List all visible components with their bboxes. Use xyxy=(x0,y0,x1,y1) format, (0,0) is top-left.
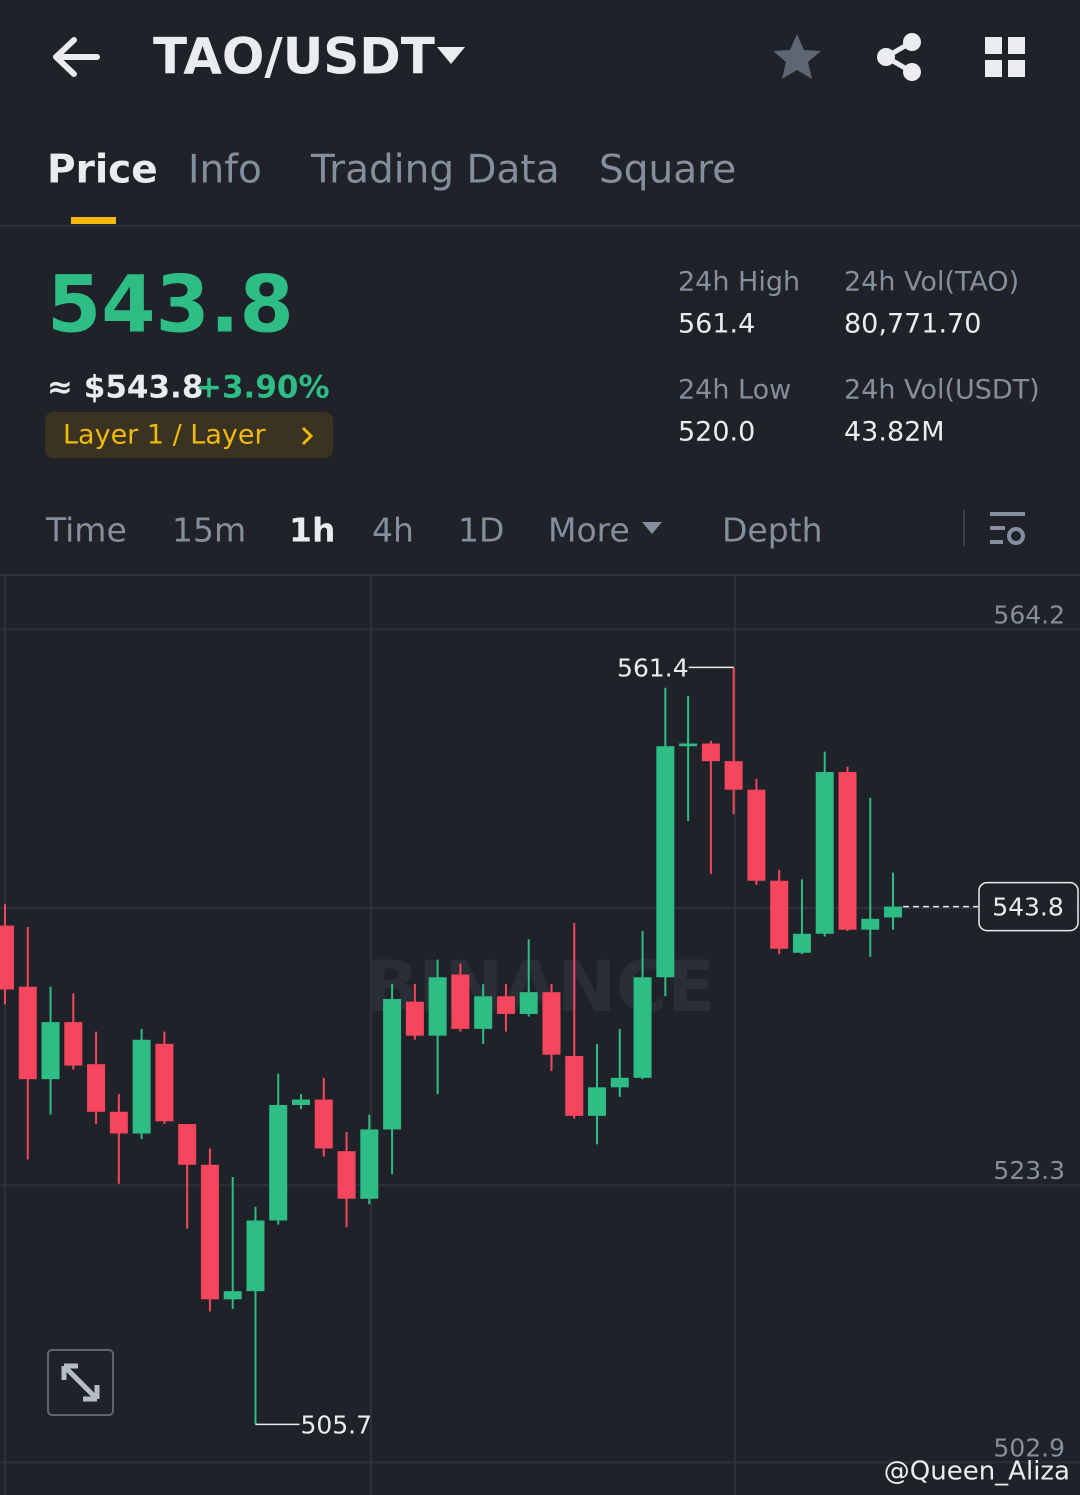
interval-tab[interactable]: 1h xyxy=(289,511,335,550)
interval-tab[interactable]: 15m xyxy=(172,511,246,550)
candle-body xyxy=(64,1022,83,1066)
candle-body xyxy=(496,996,515,1014)
back-button[interactable] xyxy=(53,37,100,77)
candle-body xyxy=(314,1099,333,1149)
credit: @Queen_Aliza xyxy=(884,1457,1070,1487)
stat-value: 561.4 xyxy=(678,309,755,340)
more-dropdown[interactable] xyxy=(642,522,662,534)
tag-chevron xyxy=(301,426,314,446)
interval-tab[interactable]: More xyxy=(548,511,630,550)
candle-body xyxy=(633,977,652,1078)
candle-body xyxy=(200,1164,219,1300)
candle-body xyxy=(18,986,37,1080)
stat-value: 80,771.70 xyxy=(844,309,981,340)
usd-price: ≈ $543.8 xyxy=(47,370,203,406)
last-price-box xyxy=(978,881,1079,932)
candle-body xyxy=(838,772,857,930)
pair-title[interactable]: TAO/USDT xyxy=(153,28,435,86)
favorite-star[interactable] xyxy=(773,34,821,79)
active-tab-indicator xyxy=(71,217,116,224)
tag-chip[interactable] xyxy=(45,412,333,458)
candle-body xyxy=(679,743,698,747)
candle-body xyxy=(474,996,493,1029)
fullscreen-icon xyxy=(61,1363,100,1402)
tag-text[interactable]: Layer 1 / Layer xyxy=(63,420,266,451)
candle-body xyxy=(861,918,880,930)
y-tick-label: 523.3 xyxy=(993,1156,1065,1185)
candle-body xyxy=(724,761,743,790)
stat-label: 24h Vol(TAO) xyxy=(844,267,1019,298)
layout-button[interactable] xyxy=(985,37,1025,77)
candle-body xyxy=(588,1087,607,1116)
candle-body xyxy=(405,1001,424,1036)
tab[interactable]: Info xyxy=(188,148,262,193)
interval-tab[interactable]: Depth xyxy=(722,511,823,550)
last-price-label: 543.8 xyxy=(992,893,1064,922)
candle-body xyxy=(0,925,14,990)
candle-body xyxy=(770,880,789,949)
price-change: +3.90% xyxy=(196,370,330,406)
candle-body xyxy=(178,1124,197,1165)
candle-body xyxy=(269,1104,288,1221)
fullscreen-button[interactable] xyxy=(47,1349,114,1416)
share-button[interactable] xyxy=(877,33,921,81)
candle-body xyxy=(223,1291,242,1300)
pair-dropdown[interactable] xyxy=(437,47,465,64)
interval-tab[interactable]: 1D xyxy=(458,511,504,550)
candle-body xyxy=(360,1129,379,1199)
tab[interactable]: Trading Data xyxy=(310,148,560,193)
low-label: 505.7 xyxy=(300,1410,372,1439)
candle-body xyxy=(747,789,766,881)
candle-body xyxy=(428,977,447,1036)
candle-body xyxy=(87,1064,106,1112)
candle-body xyxy=(292,1099,311,1105)
stat-value: 43.82M xyxy=(844,417,945,448)
stat-label: 24h High xyxy=(678,267,800,298)
candle-body xyxy=(519,992,538,1014)
candle-body xyxy=(132,1039,151,1134)
stat-label: 24h Vol(USDT) xyxy=(844,375,1040,406)
tab[interactable]: Price xyxy=(47,148,158,193)
candle-body xyxy=(565,1056,584,1116)
candle-body xyxy=(337,1151,356,1199)
high-label: 561.4 xyxy=(617,653,689,682)
last-price: 543.8 xyxy=(47,260,294,350)
candle-body xyxy=(41,1022,60,1080)
candle-body xyxy=(884,906,903,918)
candle-body xyxy=(109,1111,128,1134)
candle-body xyxy=(815,772,834,934)
candle-body xyxy=(246,1220,265,1292)
y-tick-label: 502.9 xyxy=(993,1433,1065,1462)
chart-settings[interactable] xyxy=(990,512,1025,545)
candle-body xyxy=(792,933,811,953)
candle-body xyxy=(155,1043,174,1122)
candle-body xyxy=(451,974,470,1029)
interval-tab[interactable]: Time xyxy=(45,511,127,550)
candle-body xyxy=(542,992,561,1055)
candle-body xyxy=(383,998,402,1130)
candle-body xyxy=(656,746,675,978)
interval-tab[interactable]: 4h xyxy=(372,511,414,550)
candle-body xyxy=(610,1077,629,1088)
candle-body xyxy=(701,743,720,762)
stat-value: 520.0 xyxy=(678,417,755,448)
tab[interactable]: Square xyxy=(599,148,736,193)
stat-label: 24h Low xyxy=(678,375,791,406)
y-tick-label: 564.2 xyxy=(993,600,1065,629)
